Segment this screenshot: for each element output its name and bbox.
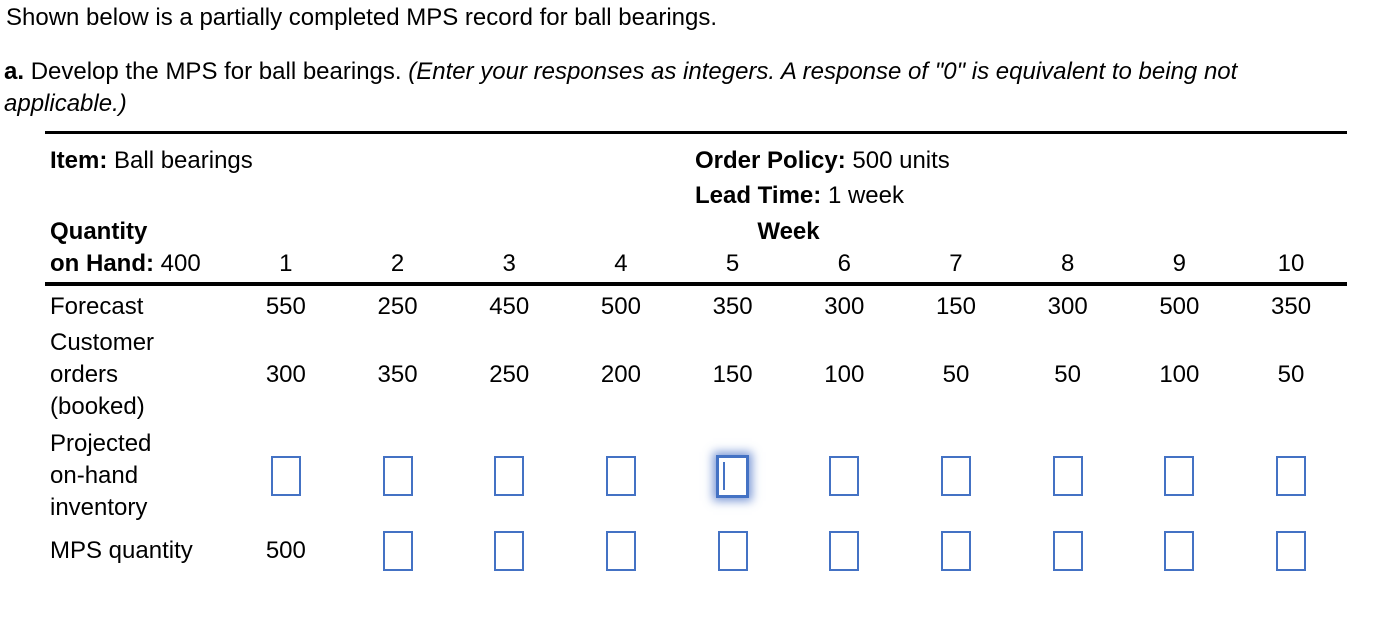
projected-inventory-label: Projected on-hand inventory <box>50 430 152 521</box>
mps-quantity-input-w2[interactable] <box>382 531 413 571</box>
order-policy-field: Order Policy: 500 units <box>695 145 950 177</box>
table-header-rule <box>45 282 1347 286</box>
customer-orders-row: Customer orders (booked) 300 350 250 200… <box>45 327 1347 423</box>
intro-text: Shown below is a partially completed MPS… <box>6 2 1366 34</box>
mps-quantity-row: MPS quantity 500 <box>45 529 1347 573</box>
week-column-header-2: 2 <box>390 250 405 277</box>
projected-inventory-input-w9[interactable] <box>1164 456 1195 496</box>
part-a-label: a. <box>4 58 25 85</box>
quantity-on-hand-value: 400 <box>160 250 201 277</box>
intro-sentence: Shown below is a partially completed MPS… <box>6 4 718 31</box>
week-column-header-5: 5 <box>725 250 740 277</box>
forecast-w8: 300 <box>1047 293 1088 320</box>
projected-inventory-input-w4[interactable] <box>605 456 636 496</box>
header-row-quantity-week: Quantity Week <box>45 216 1347 248</box>
customer-orders-w4: 200 <box>600 361 641 388</box>
customer-orders-w9: 100 <box>1159 361 1200 388</box>
forecast-w9: 500 <box>1159 293 1200 320</box>
part-a-note-line2: applicable.) <box>4 90 127 117</box>
item-value: Ball bearings <box>114 147 253 174</box>
week-header: Week <box>757 218 820 245</box>
order-policy-value: 500 units <box>852 147 950 174</box>
forecast-label: Forecast <box>50 293 144 320</box>
week-number-row: 1 2 3 4 5 6 7 8 9 10 <box>45 248 1347 280</box>
customer-orders-w1: 300 <box>265 361 306 388</box>
week-column-header-7: 7 <box>949 250 963 277</box>
week-column-header-8: 8 <box>1060 250 1075 277</box>
week-column-header-3: 3 <box>502 250 516 277</box>
header-row-on-hand: on Hand: 400 <box>45 248 1347 280</box>
quantity-label-line2: on Hand: <box>50 250 154 277</box>
customer-orders-w6: 100 <box>824 361 865 388</box>
projected-inventory-input-w1[interactable] <box>270 456 301 496</box>
customer-orders-w10: 50 <box>1277 361 1305 388</box>
customer-orders-w3: 250 <box>489 361 530 388</box>
projected-inventory-input-w10[interactable] <box>1276 456 1307 496</box>
customer-orders-w7: 50 <box>942 361 970 388</box>
header-row-lead-time: Lead Time: 1 week <box>45 180 1347 212</box>
week-column-header-6: 6 <box>837 250 851 277</box>
projected-inventory-input-w3[interactable] <box>494 456 525 496</box>
mps-quantity-input-w8[interactable] <box>1052 531 1083 571</box>
mps-quantity-input-w5[interactable] <box>717 531 748 571</box>
lead-time-value: 1 week <box>827 182 904 209</box>
part-a-note-line1: (Enter your responses as integers. A res… <box>408 58 1238 85</box>
mps-quantity-input-w10[interactable] <box>1276 531 1307 571</box>
customer-orders-w8: 50 <box>1054 361 1081 388</box>
item-field: Item: Ball bearings <box>50 145 253 177</box>
item-label: Item: <box>50 147 108 174</box>
lead-time-field: Lead Time: 1 week <box>695 180 904 212</box>
quantity-on-hand-field: on Hand: 400 <box>50 248 201 280</box>
projected-inventory-input-w8[interactable] <box>1052 456 1083 496</box>
part-a-paragraph: a. Develop the MPS for ball bearings. (E… <box>4 56 1364 120</box>
week-column-header-4: 4 <box>614 250 628 277</box>
mps-quantity-input-w4[interactable] <box>605 531 636 571</box>
forecast-w7: 150 <box>935 293 976 320</box>
quantity-label-line1: Quantity <box>50 218 148 245</box>
forecast-w4: 500 <box>600 293 641 320</box>
mps-quantity-input-w3[interactable] <box>494 531 525 571</box>
forecast-w3: 450 <box>489 293 530 320</box>
text-cursor <box>723 461 726 490</box>
forecast-w10: 350 <box>1271 293 1312 320</box>
customer-orders-w2: 350 <box>377 361 418 388</box>
mps-record-table: Item: Ball bearings Order Policy: 500 un… <box>45 131 1347 576</box>
week-column-header-9: 9 <box>1172 250 1187 277</box>
mps-quantity-input-w6[interactable] <box>829 531 860 571</box>
forecast-row: Forecast 550 250 450 500 350 300 150 300… <box>45 291 1347 323</box>
forecast-w2: 250 <box>377 293 418 320</box>
projected-inventory-row: Projected on-hand inventory <box>45 426 1347 526</box>
projected-inventory-input-w2[interactable] <box>382 456 413 496</box>
lead-time-label: Lead Time: <box>695 182 822 209</box>
table-top-rule <box>45 131 1347 134</box>
mps-quantity-w1: 500 <box>265 537 306 564</box>
part-a-text: Develop the MPS for ball bearings. <box>30 58 402 85</box>
projected-inventory-input-w5[interactable] <box>716 454 750 498</box>
forecast-w5: 350 <box>712 293 753 320</box>
mps-quantity-input-w7[interactable] <box>940 531 971 571</box>
week-column-header-10: 10 <box>1277 250 1305 277</box>
order-policy-label: Order Policy: <box>695 147 846 174</box>
mps-quantity-label: MPS quantity <box>50 537 193 564</box>
customer-orders-w5: 150 <box>712 361 753 388</box>
week-column-header-1: 1 <box>279 250 293 277</box>
header-row-item: Item: Ball bearings Order Policy: 500 un… <box>45 145 1347 177</box>
forecast-w6: 300 <box>824 293 865 320</box>
mps-quantity-input-w9[interactable] <box>1164 531 1195 571</box>
forecast-w1: 550 <box>265 293 306 320</box>
projected-inventory-input-w7[interactable] <box>940 456 971 496</box>
customer-orders-label: Customer orders (booked) <box>50 329 155 420</box>
projected-inventory-input-w6[interactable] <box>829 456 860 496</box>
